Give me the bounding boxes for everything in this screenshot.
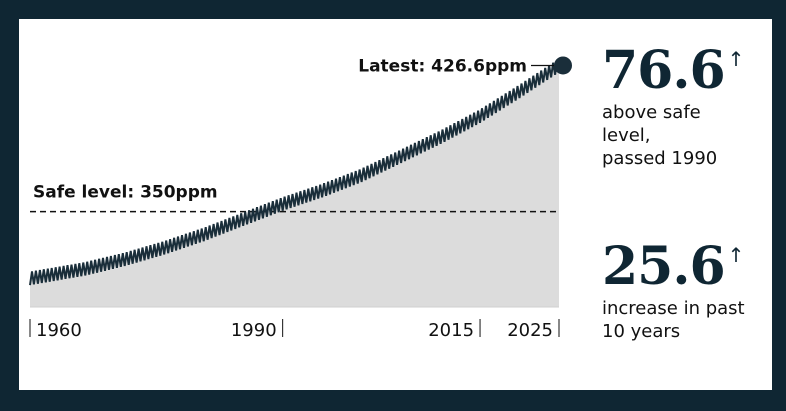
stat-label-line: passed 1990 xyxy=(602,148,718,169)
stat-value: 25.6 xyxy=(602,236,726,297)
stat-label-line: level, xyxy=(602,125,651,146)
x-axis-ticks: 1960 1990 2015 2025 xyxy=(29,319,560,341)
latest-label: Latest: 426.6ppm xyxy=(358,56,527,76)
up-arrow-icon: ↑ xyxy=(727,47,745,71)
stat-label-line: above safe xyxy=(602,102,701,123)
stat-increase: 25.6 ↑ increase in past 10 years xyxy=(602,241,772,343)
latest-point-marker xyxy=(554,56,572,75)
co2-chart: Safe level: 350ppm Latest: 426.6ppm 1960… xyxy=(29,56,572,341)
stat-label-line: increase in past xyxy=(602,298,745,319)
series-line xyxy=(29,59,560,286)
x-tick-label: 1990 xyxy=(231,320,277,341)
stat-label-line: 10 years xyxy=(602,321,681,342)
stat-above-safe: 76.6 ↑ above safe level, passed 1990 xyxy=(602,45,772,170)
up-arrow-icon: ↑ xyxy=(727,243,745,267)
safe-level-label: Safe level: 350ppm xyxy=(33,183,218,203)
stat-value: 76.6 xyxy=(602,40,726,101)
stat-label: above safe level, passed 1990 xyxy=(602,101,772,170)
x-tick-label: 1960 xyxy=(36,320,82,341)
stat-label: increase in past 10 years xyxy=(602,297,772,343)
x-tick-label: 2015 xyxy=(428,320,474,341)
x-tick-label: 2025 xyxy=(507,320,553,341)
chart-panel: Safe level: 350ppm Latest: 426.6ppm 1960… xyxy=(19,19,772,390)
